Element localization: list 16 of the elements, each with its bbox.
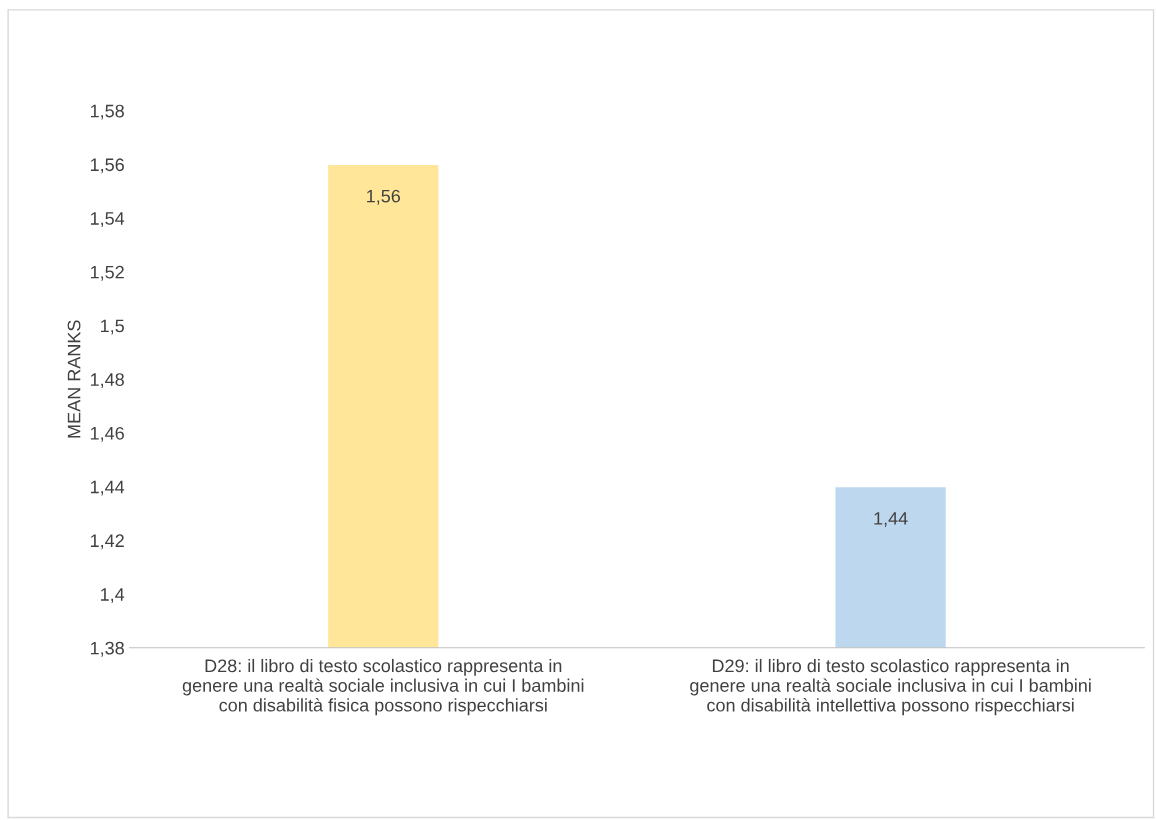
y-tick-label: 1,52 <box>90 265 124 281</box>
y-tick-label: 1,4 <box>101 588 125 603</box>
y-axis-title: MEAN RANKS <box>67 320 81 438</box>
x-tick-label: D29: il libro di testo scolastico rappresenta in genere una realtà sociale inclusiva in cui I bambini con disabilità intellettiva possono rispecchiarsi <box>690 658 1091 716</box>
y-tick-label: 1,42 <box>90 534 124 550</box>
y-tick-label: 1,54 <box>90 212 125 227</box>
data-label: 1,44 <box>874 512 908 527</box>
data-label: 1,56 <box>367 189 401 205</box>
y-tick-label: 1,56 <box>90 158 124 174</box>
x-tick-label: D28: il libro di testo scolastico rappresenta in genere una realtà sociale inclusiva in cui I bambini con disabilità fisica possono rispecchiarsi <box>182 658 584 716</box>
y-tick-label: 1,5 <box>101 319 124 335</box>
y-tick-label: 1,46 <box>90 426 124 442</box>
y-tick-label: 1,44 <box>90 480 125 496</box>
y-tick-label: 1,48 <box>90 373 124 389</box>
y-tick-label: 1,38 <box>90 641 124 657</box>
y-tick-label: 1,58 <box>90 104 124 120</box>
